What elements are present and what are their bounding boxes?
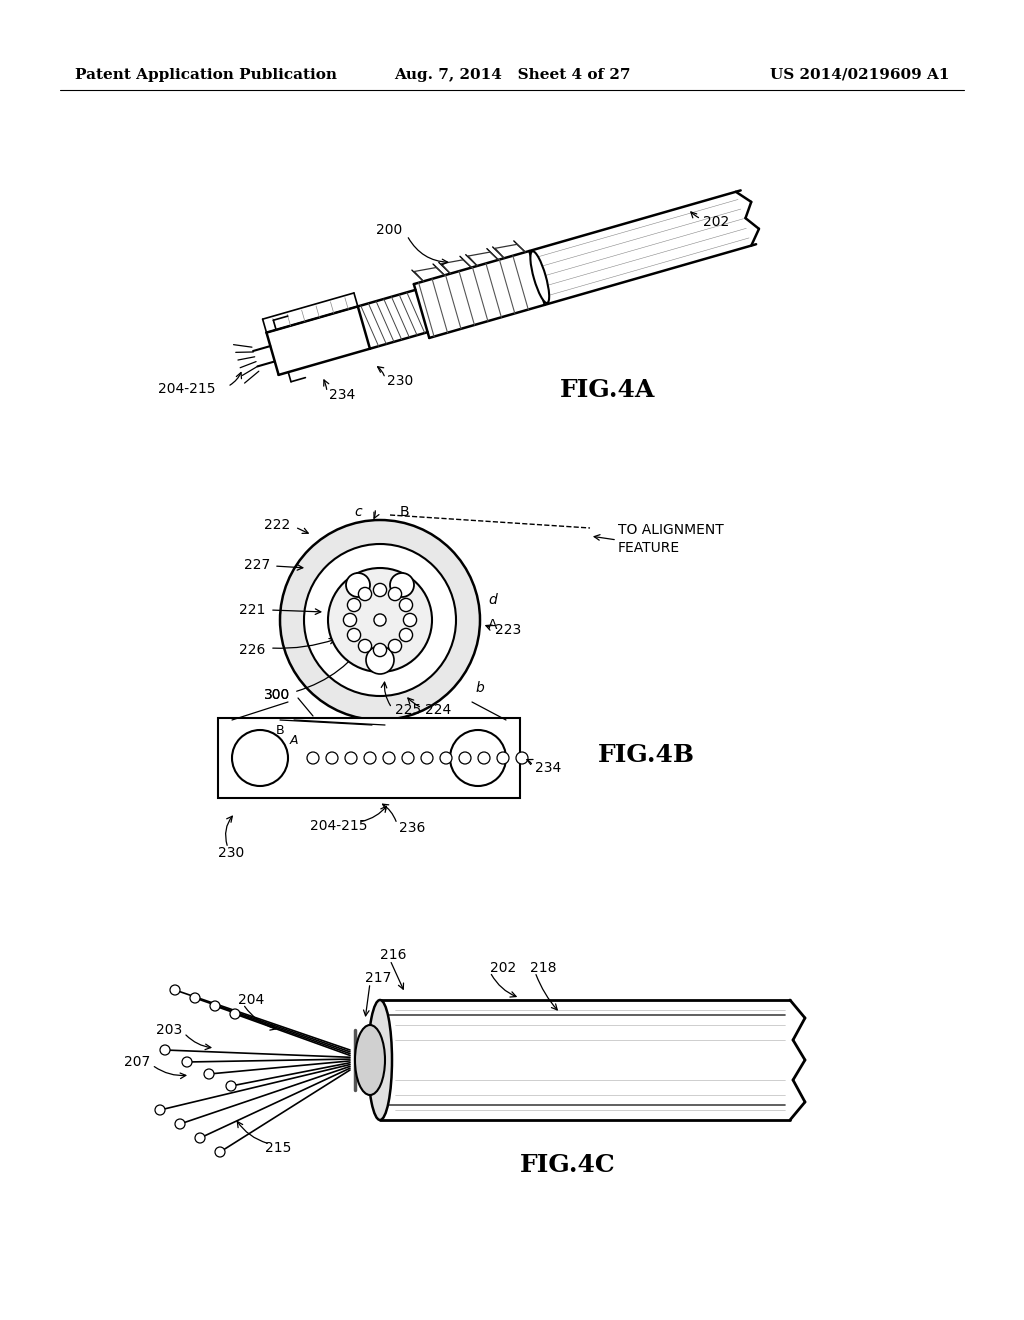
Circle shape	[374, 583, 387, 597]
Text: Patent Application Publication: Patent Application Publication	[75, 69, 337, 82]
Circle shape	[388, 587, 401, 601]
Circle shape	[182, 1057, 193, 1067]
Ellipse shape	[355, 1026, 385, 1096]
Circle shape	[304, 544, 456, 696]
Circle shape	[440, 752, 452, 764]
Circle shape	[497, 752, 509, 764]
Text: FIG.4C: FIG.4C	[520, 1152, 615, 1177]
Text: 227: 227	[244, 558, 270, 572]
Circle shape	[516, 752, 528, 764]
Circle shape	[421, 752, 433, 764]
Circle shape	[358, 639, 372, 652]
Text: 202: 202	[490, 961, 516, 975]
Text: 234: 234	[329, 388, 355, 403]
Circle shape	[450, 730, 506, 785]
Text: 230: 230	[387, 375, 414, 388]
Text: FEATURE: FEATURE	[618, 541, 680, 554]
Circle shape	[402, 752, 414, 764]
Circle shape	[175, 1119, 185, 1129]
Text: US 2014/0219609 A1: US 2014/0219609 A1	[770, 69, 950, 82]
Circle shape	[346, 573, 370, 597]
Text: 204-215: 204-215	[310, 818, 368, 833]
Text: TO ALIGNMENT: TO ALIGNMENT	[618, 523, 724, 537]
Bar	[218, 718, 520, 799]
Text: 224: 224	[425, 704, 452, 717]
Circle shape	[195, 1133, 205, 1143]
Text: B: B	[276, 723, 285, 737]
Circle shape	[170, 985, 180, 995]
Text: B: B	[400, 506, 410, 519]
Circle shape	[383, 752, 395, 764]
Text: 218: 218	[530, 961, 556, 975]
Text: 217: 217	[365, 972, 391, 985]
Text: 225: 225	[395, 704, 421, 717]
Text: A: A	[290, 734, 299, 747]
Circle shape	[478, 752, 490, 764]
Text: 300: 300	[264, 688, 290, 702]
Text: FIG.4B: FIG.4B	[598, 743, 695, 767]
Text: 207: 207	[124, 1055, 150, 1069]
Circle shape	[399, 628, 413, 642]
Text: A: A	[488, 618, 498, 632]
Text: d: d	[488, 593, 497, 607]
Circle shape	[190, 993, 200, 1003]
Text: 204: 204	[238, 993, 264, 1007]
Circle shape	[364, 752, 376, 764]
Circle shape	[374, 614, 386, 626]
Circle shape	[226, 1081, 236, 1092]
Text: 203: 203	[156, 1023, 182, 1038]
Text: 226: 226	[239, 643, 265, 657]
Text: 230: 230	[218, 846, 245, 861]
Circle shape	[390, 573, 414, 597]
Circle shape	[280, 520, 480, 719]
Circle shape	[347, 598, 360, 611]
Circle shape	[345, 752, 357, 764]
Text: 200: 200	[376, 223, 401, 238]
Circle shape	[366, 645, 394, 675]
Circle shape	[215, 1147, 225, 1158]
Text: 216: 216	[380, 948, 407, 962]
Circle shape	[230, 1008, 240, 1019]
Circle shape	[155, 1105, 165, 1115]
Ellipse shape	[530, 251, 549, 304]
Text: 221: 221	[239, 603, 265, 616]
Circle shape	[459, 752, 471, 764]
Text: 222: 222	[264, 517, 290, 532]
Circle shape	[326, 752, 338, 764]
Text: c: c	[354, 506, 362, 519]
Circle shape	[204, 1069, 214, 1078]
Text: 236: 236	[399, 821, 425, 836]
Circle shape	[388, 639, 401, 652]
Circle shape	[328, 568, 432, 672]
Circle shape	[374, 643, 387, 656]
Text: 223: 223	[495, 623, 521, 638]
Text: 215: 215	[265, 1140, 292, 1155]
Circle shape	[358, 587, 372, 601]
Circle shape	[160, 1045, 170, 1055]
Text: 234: 234	[535, 762, 561, 775]
Circle shape	[399, 598, 413, 611]
Text: 204-215: 204-215	[158, 381, 215, 396]
Circle shape	[307, 752, 319, 764]
Circle shape	[403, 614, 417, 627]
Circle shape	[232, 730, 288, 785]
Circle shape	[210, 1001, 220, 1011]
Circle shape	[347, 628, 360, 642]
Ellipse shape	[368, 1001, 392, 1119]
Circle shape	[343, 614, 356, 627]
Text: FIG.4A: FIG.4A	[560, 378, 655, 403]
Text: b: b	[475, 681, 483, 696]
Text: 300: 300	[264, 688, 290, 702]
Text: 202: 202	[703, 215, 729, 228]
Text: Aug. 7, 2014   Sheet 4 of 27: Aug. 7, 2014 Sheet 4 of 27	[394, 69, 630, 82]
